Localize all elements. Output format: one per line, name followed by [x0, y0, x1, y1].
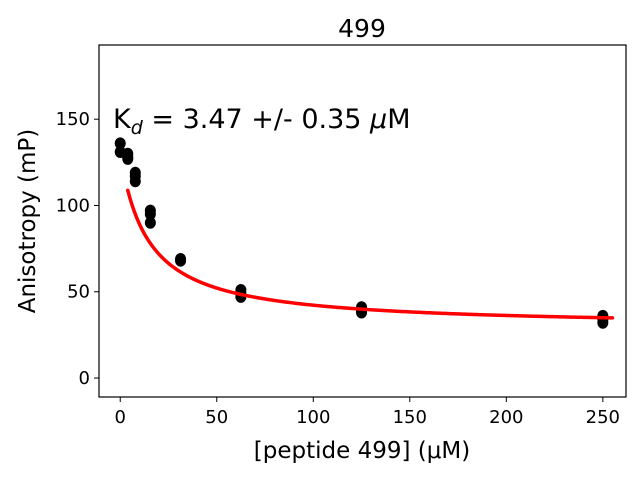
data-point	[597, 316, 609, 329]
data-point	[122, 152, 134, 165]
data-point	[144, 216, 156, 229]
data-point	[144, 208, 156, 221]
plot-area	[114, 137, 615, 329]
kd-mu: μ	[369, 104, 387, 135]
chart-title: 499	[338, 14, 386, 43]
kd-annotation: Kd = 3.47 +/- 0.35 μM	[113, 104, 411, 139]
kd-unit: M	[387, 104, 410, 135]
y-tick-label: 0	[79, 368, 90, 389]
data-point	[175, 254, 187, 267]
y-axis-label: Anisotropy (mP)	[15, 129, 41, 314]
y-tick-label: 150	[56, 109, 90, 130]
x-tick-label: 200	[489, 407, 523, 428]
fit-curve	[126, 188, 615, 320]
x-tick-label: 250	[586, 407, 620, 428]
y-axis: 0 50 100 150	[56, 109, 99, 389]
x-tick-label: 100	[296, 407, 330, 428]
x-axis-label: [peptide 499] (μM)	[254, 438, 470, 464]
kd-subscript: d	[131, 117, 144, 139]
x-tick-label: 0	[115, 407, 126, 428]
kd-main: K	[113, 104, 132, 135]
y-tick-label: 100	[56, 195, 90, 216]
x-axis: 0 50 100 150 200 250	[115, 397, 620, 428]
data-point	[129, 175, 141, 188]
x-tick-label: 150	[393, 407, 427, 428]
plot-frame	[98, 44, 627, 398]
data-point	[114, 137, 126, 150]
x-tick-label: 50	[205, 407, 228, 428]
kd-value: = 3.47 +/- 0.35	[143, 104, 370, 135]
y-tick-label: 50	[67, 282, 90, 303]
